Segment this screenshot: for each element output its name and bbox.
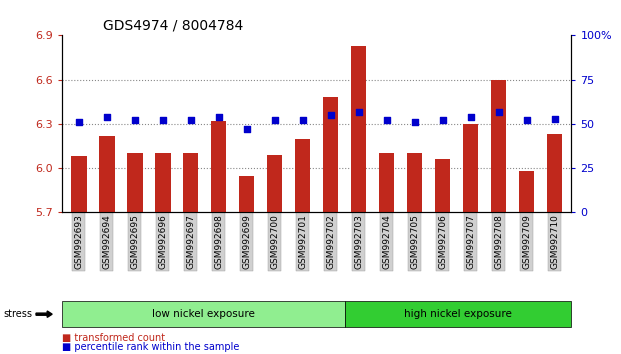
Bar bbox=[71, 156, 86, 212]
Bar bbox=[379, 153, 394, 212]
Bar bbox=[407, 153, 422, 212]
Bar bbox=[99, 136, 114, 212]
Point bbox=[326, 112, 336, 118]
Point bbox=[102, 114, 112, 120]
Text: ■ percentile rank within the sample: ■ percentile rank within the sample bbox=[62, 342, 240, 353]
Point bbox=[410, 119, 420, 125]
Point bbox=[382, 118, 392, 123]
Text: ■ transformed count: ■ transformed count bbox=[62, 332, 165, 343]
Point bbox=[466, 114, 476, 120]
Bar bbox=[351, 46, 366, 212]
Text: GDS4974 / 8004784: GDS4974 / 8004784 bbox=[103, 19, 243, 33]
Point bbox=[158, 118, 168, 123]
Text: low nickel exposure: low nickel exposure bbox=[152, 309, 255, 319]
Bar bbox=[155, 153, 171, 212]
Bar bbox=[547, 134, 562, 212]
Point bbox=[494, 109, 504, 114]
Point bbox=[214, 114, 224, 120]
Point bbox=[550, 116, 560, 121]
Point bbox=[270, 118, 279, 123]
Bar bbox=[211, 121, 227, 212]
Bar bbox=[463, 124, 478, 212]
Bar bbox=[323, 97, 338, 212]
Bar bbox=[295, 139, 310, 212]
Bar bbox=[239, 176, 255, 212]
Point bbox=[297, 118, 307, 123]
Point bbox=[522, 118, 532, 123]
Point bbox=[354, 109, 364, 114]
Bar bbox=[267, 155, 283, 212]
Point bbox=[186, 118, 196, 123]
Bar bbox=[183, 153, 199, 212]
Point bbox=[130, 118, 140, 123]
Bar bbox=[127, 153, 143, 212]
Text: stress: stress bbox=[3, 309, 32, 319]
Text: high nickel exposure: high nickel exposure bbox=[404, 309, 512, 319]
Point bbox=[242, 126, 252, 132]
Bar bbox=[435, 159, 450, 212]
Bar bbox=[491, 80, 506, 212]
Bar bbox=[519, 171, 534, 212]
Point bbox=[438, 118, 448, 123]
Point bbox=[74, 119, 84, 125]
